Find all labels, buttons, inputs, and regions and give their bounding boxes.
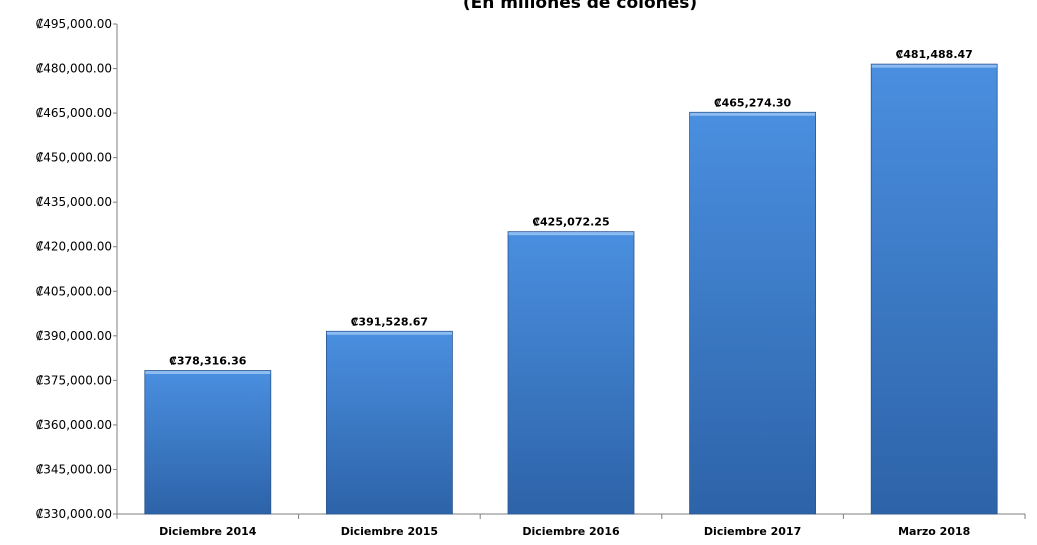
data-labels: ₡378,316.36 ₡391,528.67 ₡425,072.25 ₡465,27… [169,48,973,367]
data-label: ₡481,488.47 [896,48,973,61]
bar [507,231,635,515]
y-tick-label: ₡345,000.00 [36,462,112,476]
y-tick-label: ₡480,000.00 [36,62,112,76]
bar-highlight [508,232,634,236]
bar-highlight [871,64,997,68]
y-tick-label: ₡390,000.00 [36,329,112,343]
bar-highlight [690,112,816,116]
x-axis-ticks: Diciembre 2014 Diciembre 2015 Diciembre 20… [116,514,1026,538]
data-label: ₡425,072.25 [532,216,609,229]
bar-body [870,63,998,515]
data-label: ₡465,274.30 [714,96,792,109]
bar-body [689,111,816,515]
bar [325,330,453,515]
x-tick-label: Diciembre 2017 [704,525,801,538]
y-tick-label: ₡465,000.00 [36,106,112,120]
x-tick-label: Diciembre 2015 [341,525,438,538]
y-tick-label: ₡405,000.00 [36,284,112,298]
bar-body [507,231,635,515]
data-label: ₡391,528.67 [351,315,428,328]
y-tick-label: ₡420,000.00 [36,240,112,254]
bar-highlight [326,331,452,335]
data-label: ₡378,316.36 [169,355,247,368]
bar-body [144,370,272,515]
y-tick-label: ₡375,000.00 [36,373,112,387]
y-tick-label: ₡435,000.00 [36,195,112,209]
bar-body [325,330,453,515]
bar-highlight [145,371,271,375]
y-tick-label: ₡330,000.00 [36,507,112,521]
x-tick-label: Marzo 2018 [898,525,970,538]
bar [144,370,272,515]
y-tick-label: ₡360,000.00 [36,418,112,432]
y-tick-label: ₡495,000.00 [36,17,112,31]
y-tick-label: ₡450,000.00 [36,151,112,165]
y-axis-ticks: ₡330,000.00 ₡345,000.00 ₡360,000.00 ₡375,00… [36,17,117,521]
bars [144,63,998,515]
chart-title: (En millones de colones) [463,0,697,13]
x-tick-label: Diciembre 2014 [159,525,257,538]
bar [689,111,816,515]
bar [870,63,998,515]
x-tick-label: Diciembre 2016 [522,525,620,538]
